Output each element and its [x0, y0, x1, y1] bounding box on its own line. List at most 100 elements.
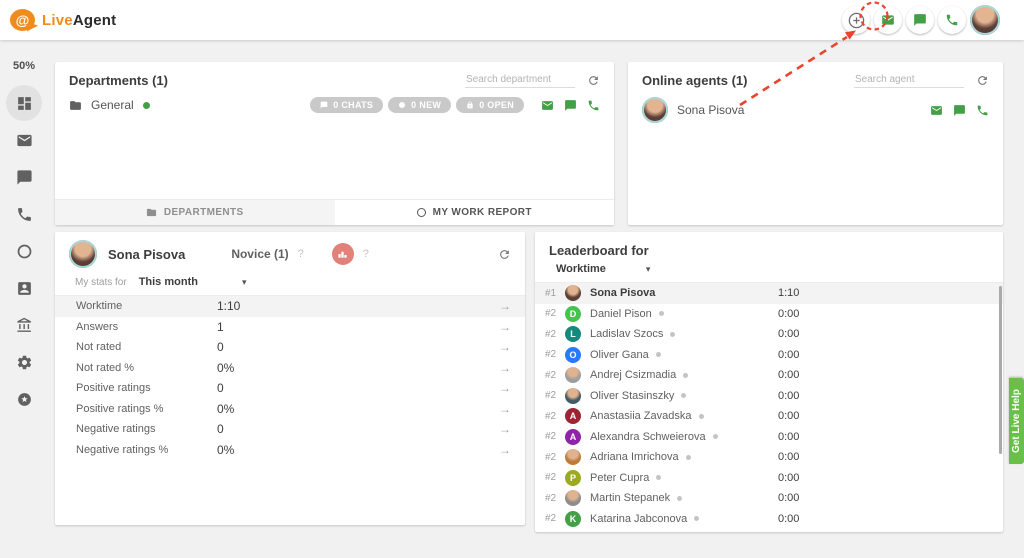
leaderboard-row: #2 K Katarina Jabconova 0:00 [535, 509, 1003, 530]
new-call-button[interactable] [938, 6, 966, 34]
mail-icon[interactable] [930, 104, 943, 117]
mail-icon[interactable] [541, 99, 554, 112]
worktime-value: 0:00 [778, 471, 800, 484]
tab-my-work-report[interactable]: MY WORK REPORT [334, 200, 614, 225]
sidebar-item-organization[interactable] [6, 307, 42, 343]
leaderboard-title: Leaderboard for [549, 243, 649, 258]
level-help-icon[interactable]: ? [297, 248, 304, 260]
arrow-right-icon: → [499, 442, 511, 457]
lock-icon [467, 101, 473, 109]
user-avatar[interactable] [970, 5, 1000, 35]
report-agent-avatar [69, 240, 97, 268]
chevron-down-icon[interactable]: ▾ [241, 276, 247, 287]
stat-label: Not rated [76, 341, 122, 354]
discover-star-icon [17, 392, 31, 406]
agent-avatar [565, 285, 581, 302]
offline-status-dot [685, 454, 691, 460]
worktime-value: 0:00 [778, 348, 800, 361]
liveagent-logo[interactable]: @ LiveAgent [0, 9, 116, 31]
stat-row[interactable]: Positive ratings % 0% → [55, 399, 525, 420]
leaderboard-metric-select[interactable]: Worktime [556, 263, 606, 275]
worktime-value: 0:00 [778, 451, 800, 464]
header-actions [842, 5, 1024, 35]
load-percentage: 50% [12, 60, 36, 72]
search-department-input[interactable] [465, 72, 575, 88]
arrow-right-icon: → [499, 422, 511, 437]
stat-row[interactable]: Negative ratings % 0% → [55, 440, 525, 461]
leaderboard-row: #2 O Oliver Gana 0:00 [535, 345, 1003, 366]
sidebar-item-chats[interactable] [6, 159, 42, 195]
agent-name: Daniel Pison [590, 307, 652, 320]
open-count-badge: 0 OPEN [456, 97, 524, 113]
department-row[interactable]: General 0 CHATS 0 NEW 0 OPEN [55, 92, 614, 118]
department-name: General [91, 98, 134, 112]
rank-label: #1 [545, 287, 557, 299]
chevron-down-icon[interactable]: ▾ [645, 263, 651, 274]
circle-icon [399, 102, 406, 108]
rank-label: #2 [545, 308, 557, 320]
sidebar-item-tickets[interactable] [6, 122, 42, 158]
sidebar-item-settings[interactable] [6, 344, 42, 380]
bottom-tabs: DEPARTMENTS MY WORK REPORT [55, 199, 614, 225]
folder-icon [146, 208, 156, 217]
tab-departments[interactable]: DEPARTMENTS [55, 200, 335, 225]
leaderboard-scrollbar[interactable] [999, 286, 1002, 454]
worktime-value: 0:00 [778, 430, 800, 443]
new-ticket-button[interactable] [874, 6, 902, 34]
rank-label: #2 [545, 492, 557, 504]
sidebar-item-contacts[interactable] [6, 270, 42, 306]
stat-value: 0% [217, 360, 235, 375]
stat-row[interactable]: Not rated 0 → [55, 337, 525, 358]
get-live-help-button[interactable]: Get Live Help [1009, 378, 1024, 464]
chat-icon[interactable] [953, 104, 966, 117]
benchmark-badge[interactable] [331, 243, 354, 265]
agent-avatar: L [565, 326, 581, 343]
agent-name: Andrej Csizmadia [590, 369, 677, 382]
agent-avatar [565, 449, 581, 466]
offline-status-dot [698, 413, 704, 419]
stat-label: Answers [76, 320, 119, 333]
search-agent-input[interactable] [854, 72, 964, 88]
leaderboard-row: #2 L Ladislav Szocs 0:00 [535, 324, 1003, 345]
departments-panel: Departments (1) General 0 CHATS 0 NEW 0 … [55, 62, 614, 225]
rank-label: #2 [545, 513, 557, 525]
phone-icon[interactable] [587, 99, 600, 112]
report-agent-name: Sona Pisova [108, 246, 186, 262]
stat-row[interactable]: Not rated % 0% → [55, 358, 525, 379]
sidebar: 50% [0, 40, 48, 558]
phone-icon [946, 14, 958, 26]
sidebar-item-calls[interactable] [6, 196, 42, 232]
agent-name: Katarina Jabconova [590, 512, 688, 525]
contacts-icon [17, 281, 31, 295]
sidebar-item-discover[interactable] [6, 381, 42, 417]
worktime-value: 0:00 [778, 328, 800, 341]
stat-row[interactable]: Answers 1 → [55, 317, 525, 338]
agent-row[interactable]: Sona Pisova [628, 92, 1003, 128]
stat-value: 0% [217, 401, 235, 416]
rank-label: #2 [545, 472, 557, 484]
refresh-report-button[interactable] [498, 248, 511, 261]
chat-icon[interactable] [564, 99, 577, 112]
refresh-agents-button[interactable] [976, 74, 989, 87]
leaderboard-row: #2 Adriana Imrichova 0:00 [535, 447, 1003, 468]
agent-name: Oliver Stasinszky [590, 389, 675, 402]
phone-icon[interactable] [976, 104, 989, 117]
stat-row[interactable]: Positive ratings 0 → [55, 378, 525, 399]
sidebar-item-dashboard[interactable] [6, 85, 42, 121]
online-agents-panel: Online agents (1) Sona Pisova [628, 62, 1003, 225]
history-icon [17, 244, 31, 258]
badge-help-icon[interactable]: ? [362, 248, 369, 260]
new-chat-button[interactable] [906, 6, 934, 34]
sidebar-item-history[interactable] [6, 233, 42, 269]
refresh-departments-button[interactable] [587, 74, 600, 87]
agent-avatar: D [565, 305, 581, 322]
leaderboard-row: #2 Oliver Stasinszky 0:00 [535, 386, 1003, 407]
add-button[interactable] [842, 6, 870, 34]
agent-name: Oliver Gana [590, 348, 649, 361]
agent-avatar [565, 490, 581, 507]
stat-value: 0 [217, 340, 224, 355]
stat-row[interactable]: Worktime 1:10 → [55, 296, 525, 317]
period-select[interactable]: This month [138, 276, 198, 288]
stat-row[interactable]: Negative ratings 0 → [55, 419, 525, 440]
leaderboard-row: #2 P Peter Cupra 0:00 [535, 468, 1003, 489]
